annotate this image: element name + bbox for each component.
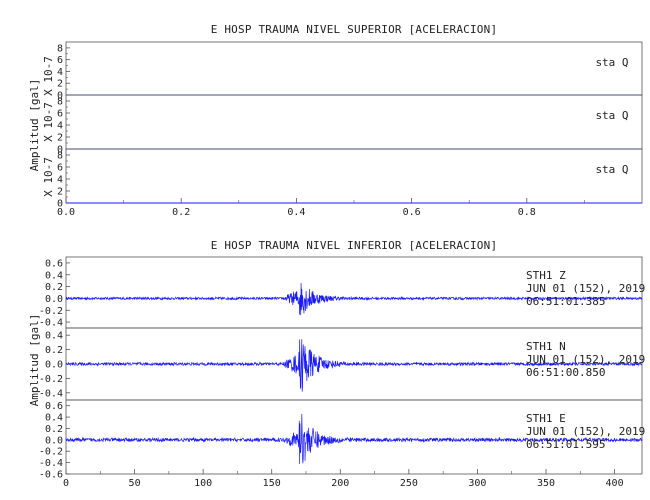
y-tick-label: 0.0: [45, 294, 63, 305]
waveform-trace: [65, 413, 643, 464]
x-tick-label: 0.8: [518, 207, 536, 218]
y-tick-label: -0.4: [39, 318, 63, 329]
y-axis-title-bottom: Amplitud [gal]: [28, 314, 41, 407]
y-tick-label: -0.2: [39, 447, 63, 458]
x-tick-label: 0.0: [57, 207, 75, 218]
chart-title-top: E HOSP TRAUMA NIVEL SUPERIOR [ACELERACIO…: [211, 23, 498, 36]
panel-frame: [65, 94, 643, 150]
x-tick-label: 0: [63, 478, 69, 489]
y-axis-title-top: Amplitud [gal]: [28, 79, 41, 172]
y-tick-label: 0.2: [45, 424, 63, 435]
y-tick-label: 0.6: [45, 258, 63, 269]
y-tick-label: -0.4: [39, 458, 63, 469]
y-tick-label: 0: [57, 145, 63, 156]
y-tick-label: 0.6: [45, 401, 63, 412]
exponent-label: X 10-7: [42, 102, 55, 142]
y-tick-label: 4: [57, 67, 63, 78]
waveform-trace: [65, 283, 643, 316]
y-tick-label: 4: [57, 121, 63, 132]
y-tick-label: 8: [57, 151, 63, 162]
x-tick-label: 400: [606, 478, 624, 489]
y-tick-label: 2: [57, 187, 63, 198]
x-tick-label: 0.2: [172, 207, 190, 218]
y-tick-label: 0: [57, 91, 63, 102]
y-tick-label: 8: [57, 43, 63, 54]
y-tick-label: 6: [57, 55, 63, 66]
x-tick-label: 50: [129, 478, 141, 489]
station-component-label: STH1 E: [526, 412, 566, 425]
y-tick-label: 2: [57, 79, 63, 90]
x-tick-label: 200: [331, 478, 349, 489]
y-tick-label: 0.4: [45, 331, 63, 342]
y-tick-label: 4: [57, 175, 63, 186]
date-label: JUN 01 (152), 2019: [526, 425, 645, 438]
y-tick-label: 0.0: [45, 360, 63, 371]
y-tick-label: 8: [57, 97, 63, 108]
y-tick-label: -0.2: [39, 374, 63, 385]
time-label: 06:51:00.850: [526, 366, 605, 379]
station-component-label: STH1 N: [526, 340, 566, 353]
y-tick-label: 0.0: [45, 435, 63, 446]
x-tick-label: 250: [400, 478, 418, 489]
exponent-label: X 10-7: [42, 56, 55, 96]
y-tick-label: 0: [57, 199, 63, 210]
station-label: sta Q: [595, 109, 628, 122]
x-tick-label: 100: [194, 478, 212, 489]
panel-frame: [65, 399, 643, 475]
time-label: 06:51:01.385: [526, 295, 605, 308]
station-label: sta Q: [595, 56, 628, 69]
date-label: JUN 01 (152), 2019: [526, 282, 645, 295]
panel-frame: [65, 148, 643, 204]
chart-title-bottom: E HOSP TRAUMA NIVEL INFERIOR [ACELERACIO…: [211, 239, 498, 252]
waveform-trace: [65, 339, 643, 392]
x-tick-label: 150: [263, 478, 281, 489]
x-tick-label: 0.6: [403, 207, 421, 218]
y-tick-label: 2: [57, 133, 63, 144]
time-label: 06:51:01.595: [526, 438, 605, 451]
x-tick-label: 350: [537, 478, 555, 489]
y-tick-label: 0.4: [45, 270, 63, 281]
station-component-label: STH1 Z: [526, 269, 566, 282]
x-tick-label: 300: [468, 478, 486, 489]
y-tick-label: 6: [57, 163, 63, 174]
y-tick-label: 0.2: [45, 282, 63, 293]
date-label: JUN 01 (152), 2019: [526, 353, 645, 366]
panel-frame: [65, 41, 643, 96]
y-tick-label: -0.4: [39, 388, 63, 399]
y-tick-label: 0.4: [45, 413, 63, 424]
exponent-label: X 10-7: [42, 157, 55, 197]
y-tick-label: -0.2: [39, 306, 63, 317]
y-tick-label: -0.6: [39, 470, 63, 481]
y-tick-label: 0.2: [45, 345, 63, 356]
x-tick-label: 0.4: [287, 207, 305, 218]
station-label: sta Q: [595, 163, 628, 176]
y-tick-label: 6: [57, 109, 63, 120]
